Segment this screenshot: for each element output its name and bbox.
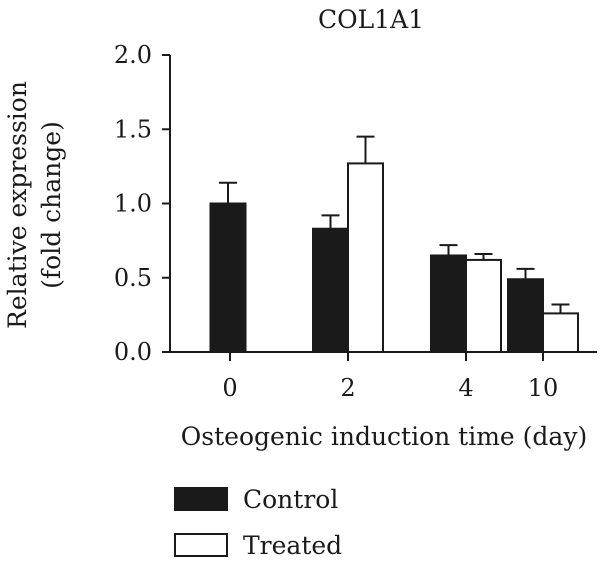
- legend-label-control: Control: [243, 485, 338, 514]
- bar-treated-10: [542, 312, 579, 354]
- x-tick-label: 10: [528, 374, 559, 402]
- chart-title: COL1A1: [318, 5, 424, 34]
- y-tick-label: 1.0: [114, 190, 152, 218]
- x-tick-label: 0: [222, 374, 237, 402]
- legend: Control Treated: [174, 485, 342, 560]
- bars: [209, 135, 579, 354]
- x-tick-label: 2: [340, 374, 355, 402]
- bar-control-10: [507, 278, 544, 353]
- y-axis-label-second: (fold change): [37, 121, 66, 289]
- bar-control-2: [312, 227, 349, 353]
- y-axis: 0.0 0.5 1.0 1.5 2.0: [114, 41, 171, 366]
- legend-label-treated: Treated: [243, 531, 342, 560]
- y-tick-label: 2.0: [114, 41, 152, 69]
- legend-swatch-control: [174, 487, 228, 511]
- bar-control-4: [430, 254, 467, 354]
- y-axis-label: Relative expression: [3, 81, 32, 329]
- x-tick-label: 4: [458, 374, 473, 402]
- x-axis-label: Osteogenic induction time (day): [181, 422, 587, 451]
- y-axis-label-line-1: Relative expression: [3, 81, 32, 329]
- y-axis-label-line-2: (fold change): [37, 121, 66, 289]
- y-tick-label: 0.0: [114, 338, 152, 366]
- bar-treated-2: [347, 162, 384, 353]
- y-tick-label: 1.5: [114, 115, 152, 143]
- x-axis: 0 2 4 10: [170, 351, 597, 402]
- legend-swatch-treated: [174, 533, 228, 557]
- y-tick-label: 0.5: [114, 264, 152, 292]
- bar-control-0: [209, 202, 247, 353]
- bar-treated-4: [465, 258, 502, 353]
